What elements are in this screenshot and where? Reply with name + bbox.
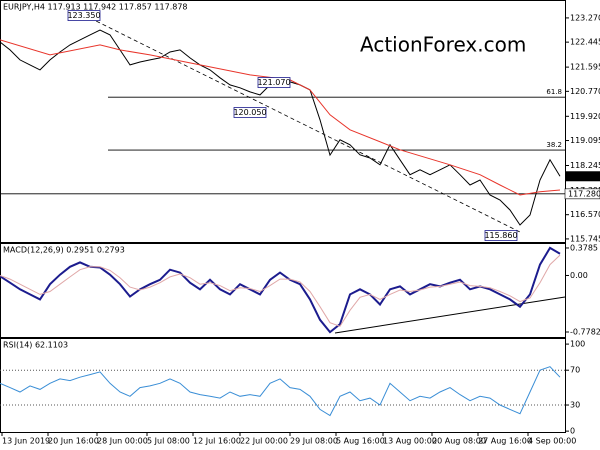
y-tick-label: -0.7782 (570, 328, 600, 337)
x-tick-label: 13 Jun 2019 (2, 437, 50, 446)
panel-frame (0, 243, 566, 338)
x-tick-label: 5 Aug 16:00 (336, 437, 385, 446)
price-label: 115.860 (484, 231, 517, 240)
y-tick-label: 116.570 (570, 210, 600, 219)
y-tick-label: 123.270 (570, 13, 600, 22)
x-tick-label: 12 Jul 16:00 (193, 437, 241, 446)
last-price-box (565, 171, 600, 182)
x-tick-label: 28 Jun 00:00 (97, 437, 148, 446)
panel-title: RSI(14) 62.1103 (3, 341, 68, 350)
y-tick-label: 122.445 (570, 38, 600, 47)
price-label-box (67, 10, 101, 21)
y-tick-label: 119.920 (570, 112, 600, 121)
x-tick-label: 29 Jul 08:00 (290, 437, 338, 446)
series-line (0, 254, 561, 327)
x-tick-label: 22 Jul 00:00 (240, 437, 288, 446)
y-tick-label: 0.00 (570, 271, 588, 280)
fib-label: 38.2 (546, 141, 562, 149)
y-tick-label: 100 (570, 340, 585, 349)
fib-label: 61.8 (546, 88, 562, 96)
y-tick-label: 0.3785 (570, 243, 598, 252)
price-label-box (233, 107, 267, 118)
panel-title: EURJPY,H4 117.913 117.942 117.857 117.87… (3, 3, 188, 12)
panel-frame (0, 338, 566, 433)
last-price-label: 117.878 (568, 172, 600, 181)
watermark: ActionForex.com (360, 33, 526, 57)
macd-trend-line (334, 296, 566, 334)
x-tick-label: 20 Aug 08:00 (432, 437, 486, 446)
y-tick-label: 118.245 (570, 161, 600, 170)
trend-line (89, 17, 521, 233)
level-label: 117.280 (568, 189, 600, 198)
x-tick-label: 20 Jun 16:00 (48, 437, 99, 446)
panel-title: MACD(12,26,9) 0.2951 0.2793 (3, 246, 125, 255)
y-tick-label: 119.095 (570, 136, 600, 145)
y-tick-label: 120.770 (570, 87, 600, 96)
y-tick-label: 70 (570, 366, 580, 375)
x-tick-label: 13 Aug 00:00 (383, 437, 437, 446)
series-line (0, 39, 561, 196)
y-tick-label: 115.745 (570, 234, 600, 243)
price-label: 121.070 (257, 78, 290, 87)
x-tick-label: 5 Jul 08:00 (147, 437, 190, 446)
series-line (0, 366, 561, 417)
price-label: 123.350 (67, 11, 100, 20)
y-tick-label: 0 (570, 427, 575, 436)
level-box (564, 188, 600, 200)
x-tick-label: 4 Sep 00:00 (528, 437, 576, 446)
y-tick-label: 121.595 (570, 63, 600, 72)
price-label: 120.050 (233, 108, 266, 117)
y-tick-label: 30 (570, 401, 580, 410)
panel-frame (0, 0, 566, 243)
x-tick-label: 27 Aug 16:00 (478, 437, 532, 446)
price-label-box (484, 230, 518, 241)
price-label-box (257, 77, 291, 88)
